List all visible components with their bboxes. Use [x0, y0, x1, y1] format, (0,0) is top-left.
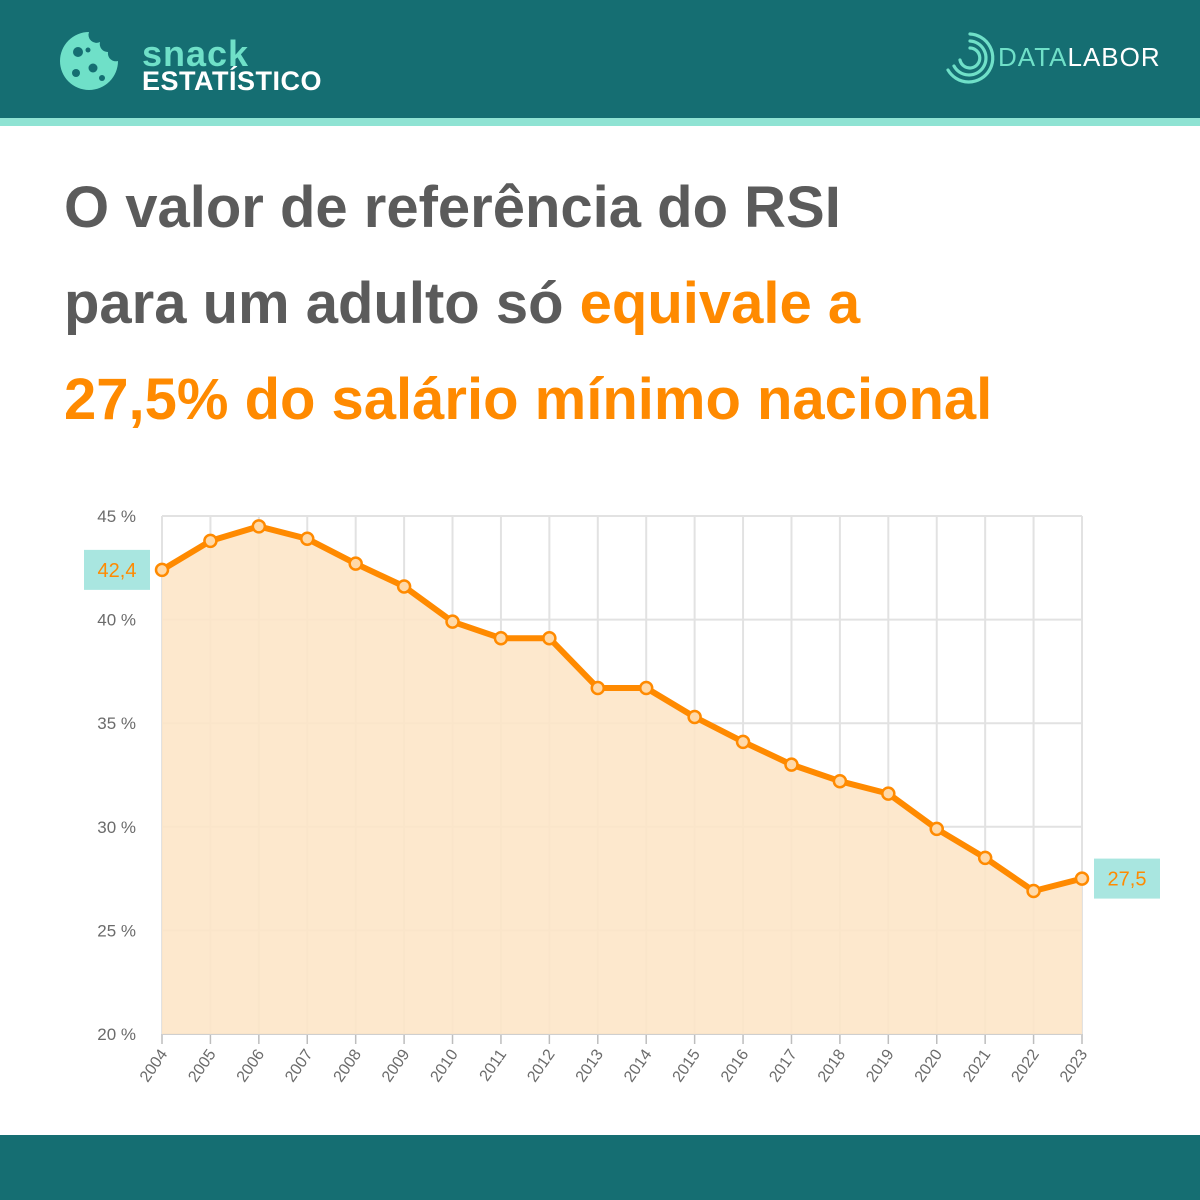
- header-stripe: [0, 118, 1200, 126]
- data-point: [445, 614, 460, 629]
- x-tick-label: 2021: [960, 1046, 994, 1085]
- data-point: [251, 519, 267, 534]
- x-tick-label: 2007: [282, 1046, 316, 1085]
- x-tick-label: 2008: [331, 1046, 365, 1085]
- x-tick-label: 2020: [912, 1046, 946, 1085]
- data-point: [203, 533, 218, 549]
- x-tick-label: 2022: [1009, 1046, 1043, 1085]
- x-tick-label: 2019: [863, 1046, 897, 1085]
- x-tick-label: 2012: [524, 1046, 558, 1085]
- x-tick-label: 2006: [234, 1046, 268, 1085]
- value-callout-box: [84, 549, 150, 590]
- area-fill: [162, 526, 1082, 1034]
- y-tick-label: 40 %: [97, 611, 136, 630]
- data-point: [348, 556, 363, 571]
- x-tick-label: 2017: [766, 1046, 800, 1085]
- y-tick-label: 20 %: [97, 1025, 136, 1044]
- concentric-arcs-icon: [946, 32, 995, 84]
- data-point: [784, 757, 799, 772]
- datalabor-labor-text: LABOR: [1067, 42, 1161, 72]
- rsi-line-chart: 20 % 25 % 30 % 35 % 40 % 45 % 2004 2005 2006 2007…: [84, 507, 1160, 1085]
- x-tick-label: 2016: [718, 1046, 752, 1085]
- data-point: [542, 630, 557, 646]
- x-tick-label: 2005: [185, 1046, 219, 1085]
- data-point: [396, 579, 412, 594]
- datalabor-logo-text: DATALABOR: [998, 42, 1161, 72]
- x-tick-label: 2010: [427, 1046, 461, 1085]
- brand-estatistico-text: ESTATÍSTICO: [142, 66, 322, 96]
- datalabor-data-text: DATA: [998, 42, 1068, 72]
- series-line: [159, 523, 1085, 894]
- value-callout-label: 27,5: [1108, 869, 1147, 891]
- data-point: [832, 773, 848, 789]
- x-tick-label: 2009: [379, 1046, 413, 1085]
- data-point: [493, 630, 509, 646]
- y-tick-label: 45 %: [97, 507, 136, 526]
- data-point: [881, 786, 896, 801]
- headline-line-3: 27,5% do salário mínimo nacional: [64, 367, 993, 432]
- cookie-icon: [60, 32, 118, 90]
- brand-snack-text: snack: [142, 33, 250, 74]
- x-tick-label: 2004: [137, 1046, 171, 1085]
- value-callout-label: 42,4: [98, 560, 137, 582]
- x-tick-label: 2011: [477, 1046, 511, 1084]
- x-tick-label: 2023: [1057, 1046, 1091, 1085]
- x-tick-label: 2015: [670, 1046, 704, 1085]
- data-point: [590, 680, 606, 696]
- data-point: [638, 680, 654, 696]
- headline-line-2-highlight: equivale a: [579, 271, 861, 336]
- data-point: [300, 531, 315, 547]
- y-tick-label: 25 %: [97, 921, 136, 940]
- headline-line-2-plain: para um adulto só: [64, 271, 564, 336]
- data-point: [1074, 871, 1090, 886]
- y-tick-label: 30 %: [97, 818, 136, 837]
- x-tick-label: 2014: [621, 1046, 655, 1085]
- y-tick-label: 35 %: [97, 714, 136, 733]
- x-tick-label: 2018: [815, 1046, 849, 1085]
- value-callout-box: [1094, 858, 1160, 899]
- headline-line-2: para um adulto só equivale a: [64, 256, 1174, 352]
- data-point: [735, 734, 751, 750]
- headline: O valor de referência do RSI para um adu…: [64, 160, 1174, 448]
- data-point: [929, 821, 944, 837]
- data-point: [1026, 883, 1041, 899]
- header-bar: [0, 0, 1200, 118]
- footer-bar: [0, 1135, 1200, 1200]
- data-point: [687, 709, 702, 725]
- x-tick-label: 2013: [573, 1046, 607, 1085]
- data-point: [154, 562, 170, 578]
- data-point: [977, 850, 993, 866]
- headline-line-1: O valor de referência do RSI: [64, 175, 841, 240]
